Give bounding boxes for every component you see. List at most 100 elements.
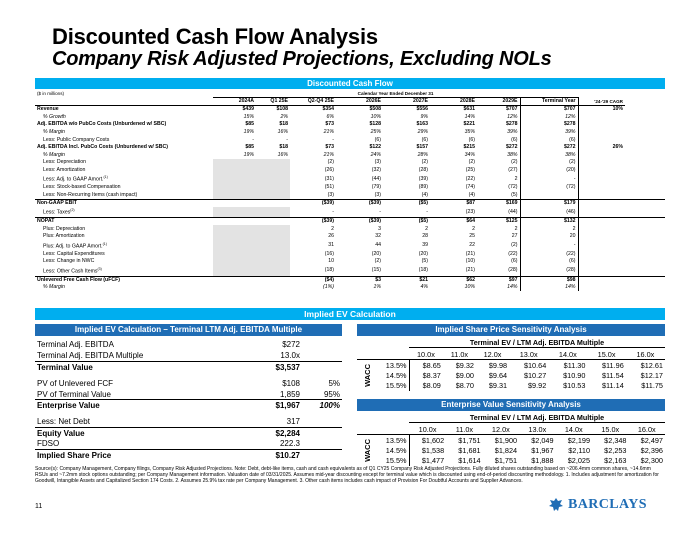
table-cell: (22) xyxy=(519,250,579,259)
table-cell xyxy=(213,166,256,175)
table-row: Less: Adj. to GAAP Amort.(1) (31) (44) (39)… xyxy=(35,174,665,185)
table-cell xyxy=(578,129,625,137)
table-cell: $157 xyxy=(416,144,428,151)
table-cell: $556 xyxy=(416,106,428,113)
spacer-cell xyxy=(625,251,665,259)
row-label-text: Unlevered Free Cash Flow (uFCF) xyxy=(37,276,121,283)
table-cell: 38% xyxy=(519,151,579,160)
table-cell: (21) xyxy=(465,267,475,274)
table-cell: 35% xyxy=(464,128,475,135)
footnote-ref: (2) xyxy=(70,208,75,213)
share-sensitivity-title: Implied Share Price Sensitivity Analysis xyxy=(357,324,665,336)
spacer-cell xyxy=(625,266,665,276)
table-cell xyxy=(578,284,625,292)
table-cell xyxy=(256,240,290,251)
sensitivity-cell: $10.53 xyxy=(563,381,586,391)
table-cell: 4% xyxy=(420,284,429,291)
table-cell: 44 xyxy=(375,241,381,248)
table-cell: - xyxy=(286,136,288,143)
table-cell xyxy=(256,217,290,226)
blank-cell xyxy=(357,456,379,467)
table-row: Plus: Amortization 26 32 28 25 27 20 xyxy=(35,233,665,241)
table-cell: $62 xyxy=(430,275,477,284)
spacer-cell xyxy=(625,275,665,284)
table-row: Less: Depreciation (2) (3) (2) (2) (2) (2) xyxy=(35,159,665,167)
table-cell: ($39) xyxy=(290,217,336,226)
table-cell: $98 xyxy=(519,275,579,284)
table-cell: $18 xyxy=(279,144,288,151)
row-label-text: Less: Capital Expenditures xyxy=(43,250,105,257)
sensitivity-cell: $8.37 xyxy=(422,370,441,380)
row-label-text: Adj. EBITDA Incl. PubCo Costs (Unburdene… xyxy=(37,144,168,151)
table-cell xyxy=(213,207,256,218)
table-cell: 31 xyxy=(328,241,334,248)
table-row: Less: Change in NWC 10 (2) (5) (10) (6) (6) xyxy=(35,258,665,266)
dcf-header: Discounted Cash Flow xyxy=(35,78,665,89)
ev-axis-title: Terminal EV / LTM Adj. EBITDA Multiple xyxy=(409,413,665,423)
table-cell xyxy=(578,159,625,167)
spacer-cell xyxy=(625,106,665,114)
sensitivity-cell: $2,253 xyxy=(604,445,627,455)
row-label-text: Adj. EBITDA w/o PubCo Costs (Unburdened … xyxy=(37,121,167,128)
table-cell: $707 xyxy=(505,106,518,113)
table-cell: 16% xyxy=(277,151,288,158)
table-cell xyxy=(256,174,290,185)
ev-value: $108 xyxy=(282,378,300,388)
sensitivity-cell: $11.30 xyxy=(563,360,586,370)
spacer-cell xyxy=(625,207,665,217)
ev-label: Implied Share Price xyxy=(35,449,248,461)
table-row: Revenue $439 $108 $354 $508 $556 $631 $707 $707 1… xyxy=(35,105,665,114)
table-cell: (20) xyxy=(519,166,579,175)
table-cell: 14% xyxy=(464,113,475,120)
table-cell: $64 xyxy=(430,217,477,226)
multiple-header: 15.0x xyxy=(592,424,629,435)
row-label-text: NOPAT xyxy=(37,218,55,225)
row-label: NOPAT xyxy=(35,217,213,226)
table-cell xyxy=(519,191,579,200)
table-cell: 2 xyxy=(519,225,579,234)
table-cell: $508 xyxy=(369,106,381,113)
table-row: % Margin (1%) 1% 4% 10% 14% 14% xyxy=(35,283,665,292)
sensitivity-cell: $1,751 xyxy=(458,435,481,445)
sensitivity-cell: $11.96 xyxy=(601,360,624,370)
sensitivity-row: 15.5% $8.09 $8.70 $9.31 $9.92 $10.53 $11.14 $11… xyxy=(357,380,665,391)
multiple-header: 12.0x xyxy=(475,349,510,360)
table-cell: (6) xyxy=(374,136,381,143)
table-row: Less: Amortization (26) (32) (28) (25) (27) (2… xyxy=(35,166,665,175)
table-row: Less: Taxes(2) - - - (23) (44) (46) xyxy=(35,207,665,218)
column-header: '24-'29 CAGR xyxy=(578,97,625,107)
table-cell: (72) xyxy=(508,184,518,191)
eagle-icon xyxy=(549,498,563,511)
table-row: Unlevered Free Cash Flow (uFCF) ($4) $3 $21… xyxy=(35,275,665,284)
table-cell: 3 xyxy=(378,225,381,232)
table-cell: 28 xyxy=(422,233,428,240)
table-cell: 39% xyxy=(507,128,518,135)
page-subtitle: Company Risk Adjusted Projections, Exclu… xyxy=(52,48,552,70)
dcf-table: ($ in millions) Calendar Year Ended Dece… xyxy=(35,90,665,292)
column-header-row: 2024A Q1 25E Q2-Q4 25E 2026E 2027E 2028E 2029E… xyxy=(35,97,665,107)
table-cell: - xyxy=(519,174,579,185)
table-row: % Growth 15% 2% 6% 10% 9% 14% 12% 12% xyxy=(35,113,665,122)
row-label: Less: Adj. to GAAP Amort.(1) xyxy=(35,174,213,184)
ev-percent xyxy=(302,426,342,439)
table-cell: (3) xyxy=(327,191,334,198)
column-header: Q1 25E xyxy=(256,97,290,107)
ev-percent: 95% xyxy=(323,389,340,399)
table-cell: (32) xyxy=(371,166,381,173)
row-label-text: Plus: Depreciation xyxy=(43,225,86,232)
table-cell: (3) xyxy=(374,159,381,166)
table-cell: 10% xyxy=(612,106,623,113)
table-row: Adj. EBITDA w/o PubCo Costs (Unburdened … xyxy=(35,121,665,129)
sensitivity-cell: $2,348 xyxy=(604,435,627,445)
table-cell: (18) xyxy=(324,267,334,274)
table-cell: (25) xyxy=(465,166,475,173)
row-label-text: Plus: Adj. to GAAP Amort. xyxy=(43,243,103,250)
column-header: Terminal Year xyxy=(519,97,579,107)
sensitivity-cell: $1,888 xyxy=(531,456,554,466)
row-label: Adj. EBITDA Incl. PubCo Costs (Unburdene… xyxy=(35,144,213,152)
table-cell: 38% xyxy=(507,151,518,158)
table-cell: (5) xyxy=(511,191,518,198)
sensitivity-cell: $9.00 xyxy=(455,370,474,380)
ev-row: Less: Net Debt 317 xyxy=(35,416,342,427)
ev-percent xyxy=(302,339,342,350)
